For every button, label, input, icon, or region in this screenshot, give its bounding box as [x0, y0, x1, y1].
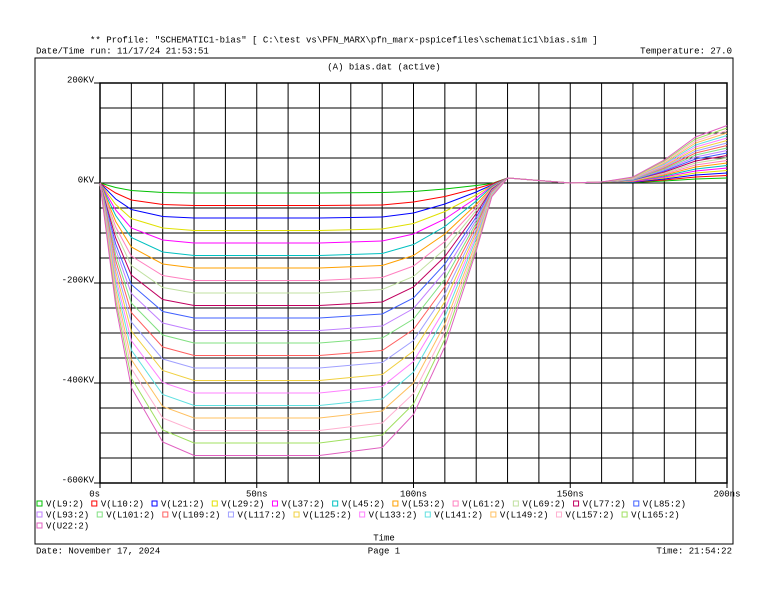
legend-swatch: [271, 500, 278, 507]
legend-swatch: [392, 500, 399, 507]
legend-label: V(L141:2): [434, 510, 483, 520]
y-tick-label: -200KV: [62, 275, 95, 285]
legend-label: V(L157:2): [565, 510, 614, 520]
legend-swatch: [293, 511, 300, 518]
legend-label: V(L37:2): [281, 499, 324, 509]
legend-label: V(L45:2): [342, 499, 385, 509]
footer-date: Date: November 17, 2024: [36, 546, 160, 556]
x-axis-label: Time: [373, 533, 395, 543]
legend-swatch: [633, 500, 640, 507]
legend-label: V(L101:2): [106, 510, 155, 520]
x-tick-label: 150ns: [557, 489, 584, 499]
legend-swatch: [555, 511, 562, 518]
legend-label: V(L9:2): [46, 499, 84, 509]
y-tick-label: -400KV: [62, 375, 95, 385]
footer-page: Page 1: [368, 546, 400, 556]
run-time: Date/Time run: 11/17/24 21:53:51: [36, 46, 209, 56]
legend-swatch: [490, 511, 497, 518]
legend-swatch: [332, 500, 339, 507]
legend-label: V(L61:2): [462, 499, 505, 509]
legend-swatch: [151, 500, 158, 507]
legend-label: V(L165:2): [631, 510, 680, 520]
legend-swatch: [36, 500, 43, 507]
legend-swatch: [96, 511, 103, 518]
legend-swatch: [452, 500, 459, 507]
y-tick-label: 200KV: [67, 75, 95, 85]
y-tick-label: 0KV: [78, 175, 95, 185]
legend-swatch: [162, 511, 169, 518]
legend-label: V(L69:2): [522, 499, 565, 509]
footer-time: Time: 21:54:22: [656, 546, 732, 556]
x-tick-label: 200ns: [713, 489, 740, 499]
legend-swatch: [227, 511, 234, 518]
y-tick-label: -600KV: [62, 475, 95, 485]
legend-swatch: [573, 500, 580, 507]
legend-label: V(L125:2): [303, 510, 352, 520]
legend-swatch: [91, 500, 98, 507]
profile-header: ** Profile: "SCHEMATIC1-bias" [ C:\test …: [90, 35, 598, 45]
legend-swatch: [36, 511, 43, 518]
legend-label: V(L53:2): [402, 499, 445, 509]
plot-title: (A) bias.dat (active): [327, 62, 440, 72]
legend-label: V(L117:2): [237, 510, 286, 520]
legend-label: V(U22:2): [46, 521, 89, 531]
legend-label: V(L109:2): [172, 510, 221, 520]
legend-label: V(L133:2): [369, 510, 418, 520]
legend-label: V(L149:2): [500, 510, 549, 520]
legend-swatch: [211, 500, 218, 507]
legend-swatch: [512, 500, 519, 507]
legend-swatch: [621, 511, 628, 518]
legend-label: V(L77:2): [583, 499, 626, 509]
x-tick-label: 50ns: [246, 489, 268, 499]
legend-label: V(L93:2): [46, 510, 89, 520]
x-tick-label: 0s: [89, 489, 100, 499]
legend-label: V(L29:2): [221, 499, 264, 509]
legend-label: V(L85:2): [643, 499, 686, 509]
legend-swatch: [424, 511, 431, 518]
legend-label: V(L10:2): [101, 499, 144, 509]
frame: [34, 57, 734, 545]
temperature: Temperature: 27.0: [640, 46, 732, 56]
series-line: [99, 125, 728, 456]
legend-label: V(L21:2): [161, 499, 204, 509]
legend-swatch: [36, 522, 43, 529]
legend-swatch: [359, 511, 366, 518]
x-tick-label: 100ns: [400, 489, 427, 499]
